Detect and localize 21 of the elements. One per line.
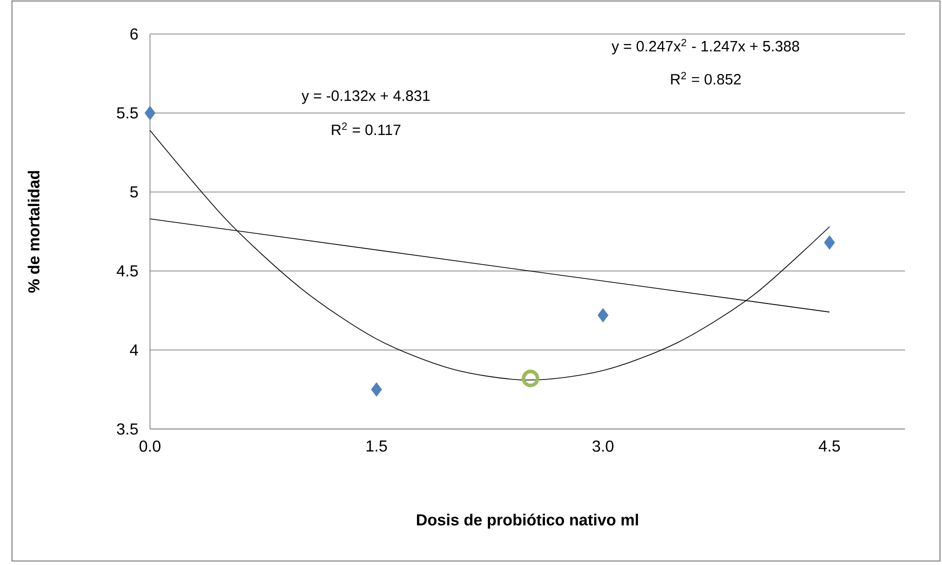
point [598, 308, 608, 322]
point [522, 370, 540, 388]
point [371, 382, 382, 397]
annotation: y = 0.247x$^{2}$ - 1.247x + 5.388 [612, 38, 800, 54]
annotation: R$^{2}$ = 0.852 [671, 72, 741, 85]
y-tick-label: 4 [130, 344, 138, 356]
point [144, 106, 156, 120]
annotation: R$^{2}$ = 0.117 [332, 122, 400, 136]
x-axis-title: Dosis de probiótico nativo ml [416, 514, 638, 529]
y-tick-label: 4.5 [116, 265, 138, 277]
y-tick-label: 5 [130, 186, 138, 198]
x-tick-label: 0.0 [140, 440, 160, 452]
y-tick-label: 3.5 [116, 423, 138, 435]
y-tick-label: 5.5 [116, 107, 138, 119]
point [824, 235, 835, 250]
y-tick-label: 6 [130, 28, 138, 40]
annotation: y = -0.132x + 4.831 [302, 90, 430, 104]
x-tick-label: 4.5 [818, 440, 840, 452]
x-tick-label: 3.0 [592, 440, 614, 452]
y-axis-title: % de mortalidad [28, 171, 40, 293]
x-tick-label: 1.5 [366, 440, 387, 452]
